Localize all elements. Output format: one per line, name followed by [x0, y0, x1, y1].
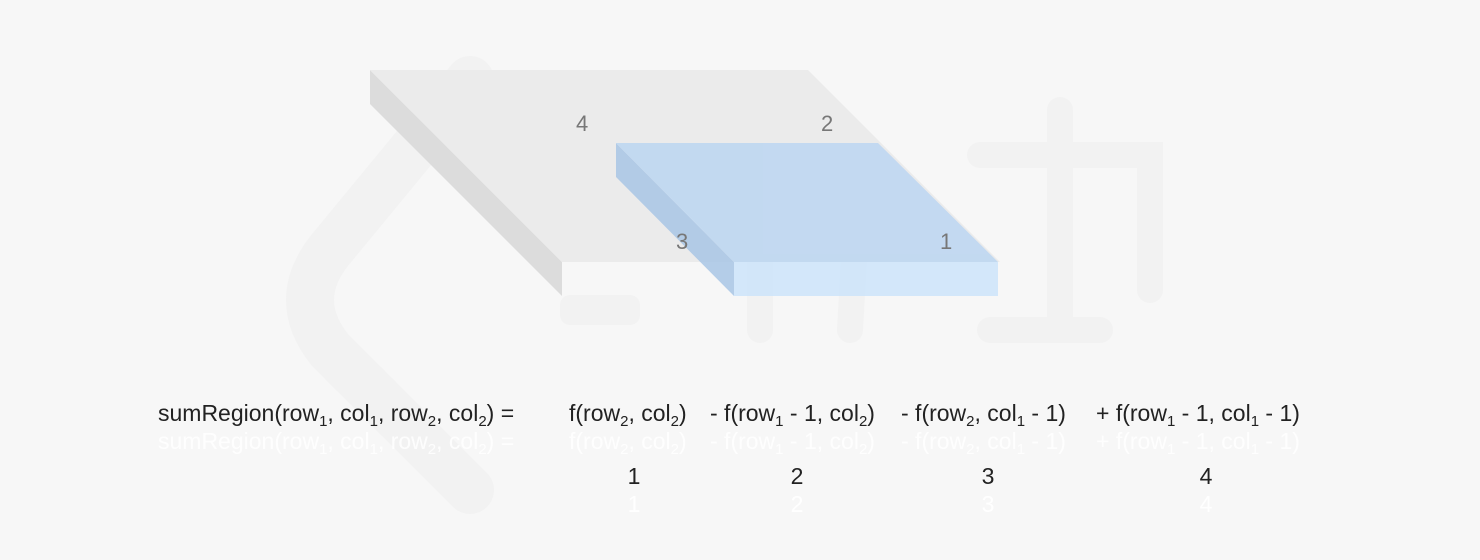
- formula-reflection-term-3: - f(row2, col1 - 1): [901, 428, 1066, 458]
- corner-label-1: 1: [940, 229, 952, 254]
- corner-label-3: 3: [676, 229, 688, 254]
- formula-term-4: + f(row1 - 1, col1 - 1): [1096, 400, 1300, 430]
- term-index-reflection-4: 4: [1199, 491, 1213, 517]
- formula-reflection-lhs: sumRegion(row1, col1, row2, col2) =: [158, 428, 515, 458]
- term-index-2: 2: [790, 463, 804, 489]
- formula-reflection-term-4: + f(row1 - 1, col1 - 1): [1096, 428, 1300, 458]
- blue-slab-top: [616, 143, 998, 262]
- formula-reflection-term-1: f(row2, col2): [569, 428, 687, 458]
- term-index-reflection-3: 3: [981, 491, 995, 517]
- term-index-1: 1: [627, 463, 641, 489]
- formula-lhs: sumRegion(row1, col1, row2, col2) =: [158, 400, 515, 430]
- formula-term-2: - f(row1 - 1, col2): [710, 400, 875, 430]
- formula-reflection-term-2: - f(row1 - 1, col2): [710, 428, 875, 458]
- corner-label-2: 2: [821, 111, 833, 136]
- query-region-slab: [616, 143, 998, 296]
- formula-term-1: f(row2, col2): [569, 400, 687, 430]
- gray-slab-side: [370, 70, 562, 296]
- term-index-4: 4: [1199, 463, 1213, 489]
- term-index-reflection-1: 1: [627, 491, 641, 517]
- blue-slab-front: [734, 262, 998, 296]
- term-index-reflection-2: 2: [790, 491, 804, 517]
- blue-slab-side: [616, 143, 734, 296]
- corner-label-4: 4: [576, 111, 588, 136]
- term-index-3: 3: [981, 463, 995, 489]
- formula-term-3: - f(row2, col1 - 1): [901, 400, 1066, 430]
